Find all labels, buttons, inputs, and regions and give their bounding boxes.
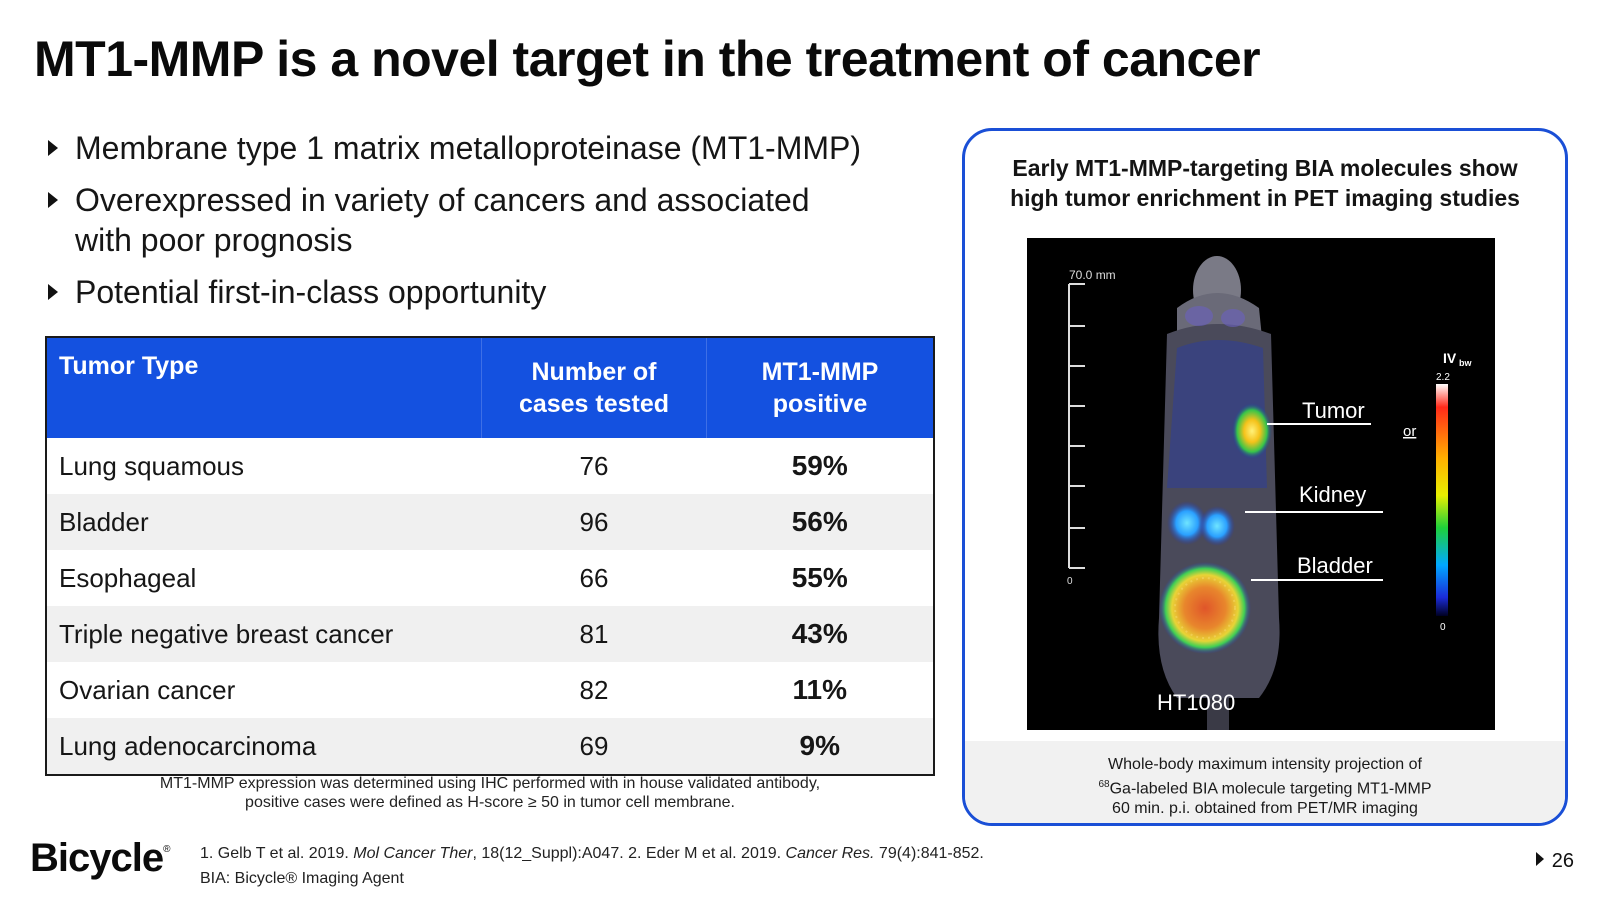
tumor-type-cell: Triple negative breast cancer	[46, 606, 482, 662]
bullet-text: Membrane type 1 matrix metalloproteinase…	[75, 130, 862, 166]
ref-text: 1. Gelb T et al. 2019.	[200, 845, 354, 862]
triangle-bullet-icon	[48, 140, 58, 156]
bullet-list: Membrane type 1 matrix metalloproteinase…	[44, 128, 924, 324]
positive-cell: 11%	[792, 674, 848, 705]
bullet-item: Potential first-in-class opportunity	[44, 272, 924, 312]
ref-text: 79(4):841-852.	[874, 845, 984, 862]
triangle-icon	[1535, 852, 1544, 866]
pet-scan-illustration: 70.0 mm 0 Tumor Kidney Bladder HT1080 or…	[1067, 256, 1472, 730]
positive-cell: 43%	[706, 606, 934, 662]
colorbar-min: 0	[1440, 622, 1446, 633]
page-number-text: 26	[1551, 850, 1574, 872]
pet-imaging-panel: Early MT1-MMP-targeting BIA molecules sh…	[962, 128, 1568, 826]
references: 1. Gelb T et al. 2019. Mol Cancer Ther, …	[200, 841, 984, 891]
table-row: Ovarian cancer 82 11%	[46, 662, 934, 718]
cases-cell: 76	[579, 450, 609, 481]
cases-cell: 66	[579, 562, 609, 593]
panel-title-line: Early MT1-MMP-targeting BIA molecules sh…	[1012, 155, 1518, 181]
model-label: HT1080	[1157, 690, 1235, 715]
or-label: or	[1403, 423, 1416, 440]
caption-line: 60 min. p.i. obtained from PET/MR imagin…	[1112, 800, 1418, 818]
positive-cell: 56%	[706, 494, 934, 550]
caption-area: Whole-body maximum intensity projection …	[965, 741, 1565, 823]
triangle-bullet-icon	[48, 284, 58, 300]
table-row: Lung squamous 76 59%	[46, 438, 934, 494]
panel-title-line: high tumor enrichment in PET imaging stu…	[1010, 185, 1520, 211]
tumor-table: Tumor Type Number of cases tested MT1-MM…	[45, 336, 935, 776]
scale-bar-label: 70.0 mm	[1069, 268, 1116, 282]
ref-journal: Mol Cancer Ther	[353, 845, 473, 862]
caption-line: Whole-body maximum intensity projection …	[1108, 756, 1422, 773]
table-row: Esophageal 66 55%	[46, 550, 934, 606]
panel-title: Early MT1-MMP-targeting BIA molecules sh…	[965, 153, 1565, 213]
tumor-type-cell: Bladder	[46, 494, 482, 550]
pet-image: 70.0 mm 0 Tumor Kidney Bladder HT1080 or…	[1027, 238, 1495, 730]
table-row: Lung adenocarcinoma 69 9%	[46, 718, 934, 775]
tumor-type-cell: Ovarian cancer	[59, 674, 236, 705]
image-caption: Whole-body maximum intensity projection …	[965, 755, 1565, 819]
caption-line: 68Ga-labeled BIA molecule targeting MT1-…	[965, 775, 1565, 799]
table-footnote-line: positive cases were defined as H-score ≥…	[245, 794, 735, 811]
bicycle-logo: Bicycle®	[30, 836, 170, 881]
bladder-label: Bladder	[1297, 553, 1373, 578]
positive-cell: 59%	[791, 450, 848, 481]
caption-line-text: Ga-labeled BIA molecule targeting MT1-MM…	[1109, 780, 1432, 798]
cases-cell: 69	[481, 718, 707, 775]
header-mt1mmp-positive: MT1-MMP positive	[706, 337, 934, 438]
table-footnote: MT1-MMP expression was determined using …	[45, 774, 935, 812]
triangle-bullet-icon	[48, 192, 58, 208]
ref-journal: Cancer Res.	[785, 845, 875, 862]
bullet-item: Membrane type 1 matrix metalloproteinase…	[44, 128, 924, 168]
cases-cell: 82	[579, 674, 609, 705]
logo-registered-mark: ®	[163, 844, 171, 855]
reference-line: 1. Gelb T et al. 2019. Mol Cancer Ther, …	[200, 841, 984, 866]
colorbar-unit-sub: bw	[1459, 358, 1472, 368]
colorbar-max: 2.2	[1436, 372, 1450, 383]
ref-text: , 18(12_Suppl):A047. 2. Eder M et al. 20…	[472, 845, 786, 862]
logo-text: Bicycle	[30, 836, 164, 880]
bullet-text: Overexpressed in variety of cancers and …	[75, 182, 810, 258]
slide-title: MT1-MMP is a novel target in the treatme…	[34, 31, 1261, 87]
tumor-type-cell: Esophageal	[59, 562, 197, 593]
table-row: Triple negative breast cancer 81 43%	[46, 606, 934, 662]
tumor-type-cell: Lung squamous	[59, 450, 245, 481]
colorbar-unit: IV	[1443, 350, 1457, 366]
page-number: 26	[1535, 850, 1574, 873]
tumor-label: Tumor	[1302, 398, 1365, 423]
bullet-text: Potential first-in-class opportunity	[75, 274, 547, 310]
positive-cell: 9%	[706, 718, 934, 775]
header-cases-tested: Number of cases tested	[481, 337, 707, 438]
table-footnote-line: MT1-MMP expression was determined using …	[159, 775, 821, 792]
table-header-row: Tumor Type Number of cases tested MT1-MM…	[46, 337, 934, 438]
caption-isotope: 68	[1098, 779, 1110, 790]
tumor-type-cell: Lung adenocarcinoma	[46, 718, 482, 775]
reference-line: BIA: Bicycle® Imaging Agent	[200, 870, 404, 887]
kidney-label: Kidney	[1299, 482, 1366, 507]
cases-cell: 81	[481, 606, 707, 662]
cases-cell: 96	[481, 494, 707, 550]
colorbar	[1436, 384, 1448, 616]
positive-cell: 55%	[791, 562, 848, 593]
bullet-item: Overexpressed in variety of cancers and …	[44, 180, 924, 260]
scale-bar-zero: 0	[1067, 576, 1073, 587]
table-row: Bladder 96 56%	[46, 494, 934, 550]
header-tumor-type: Tumor Type	[46, 337, 482, 438]
